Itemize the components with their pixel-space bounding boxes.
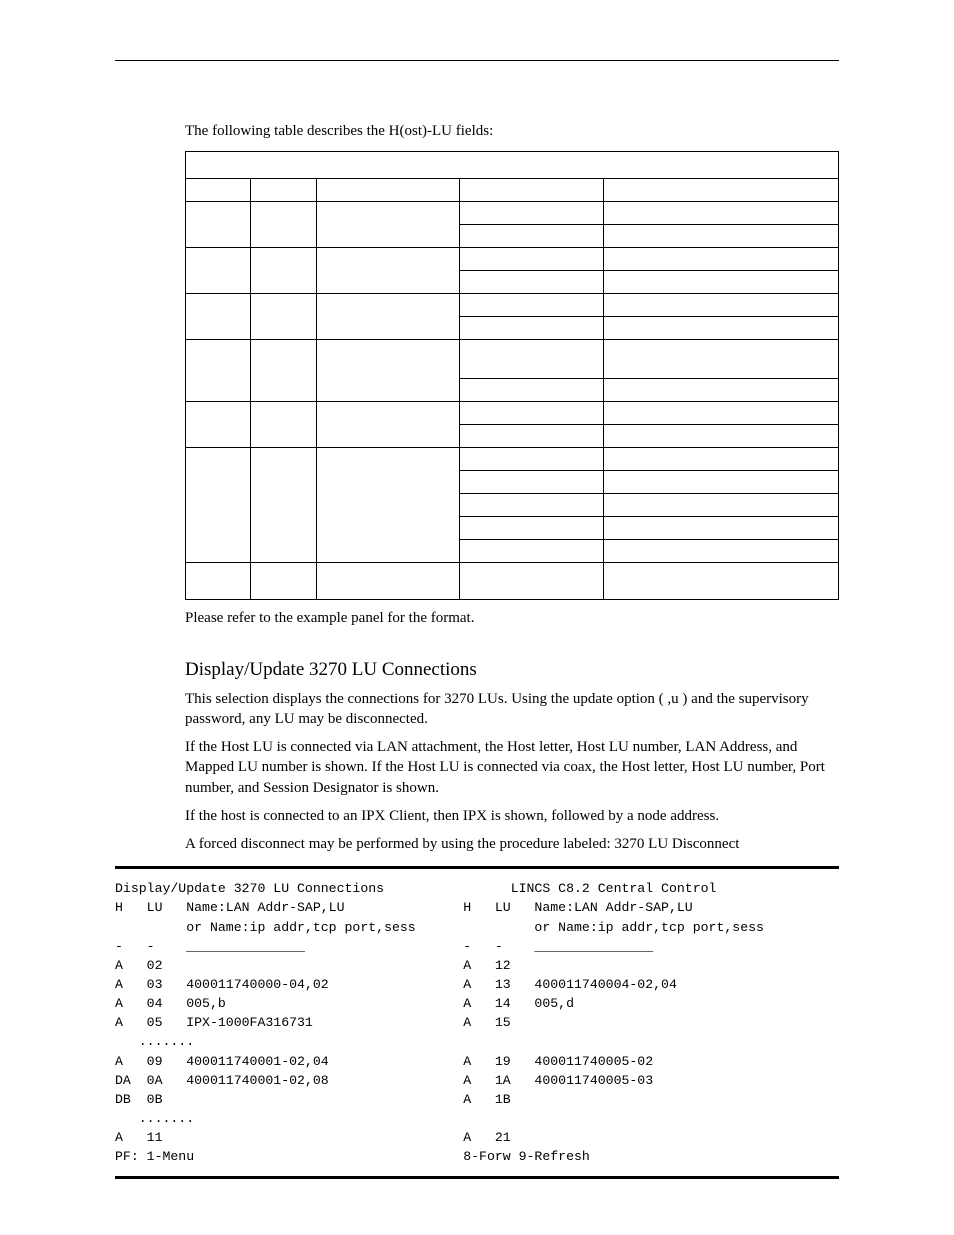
- table-cell: [603, 317, 838, 340]
- table-cell: [316, 294, 460, 340]
- table-cell: [251, 202, 316, 248]
- table-cell: [460, 494, 604, 517]
- description-paragraph: A forced disconnect may be performed by …: [185, 834, 839, 854]
- table-cell: [460, 471, 604, 494]
- fields-table: [185, 151, 839, 600]
- table-cell: [460, 340, 604, 379]
- table-cell: [603, 202, 838, 225]
- table-cell: [460, 179, 604, 202]
- description-paragraphs: This selection displays the connections …: [185, 689, 839, 855]
- table-cell: [316, 340, 460, 402]
- table-cell: [460, 317, 604, 340]
- table-cell: [603, 340, 838, 379]
- table-cell: [603, 225, 838, 248]
- table-cell: [603, 248, 838, 271]
- terminal-block: Display/Update 3270 LU Connections LINCS…: [115, 866, 839, 1179]
- table-cell: [603, 402, 838, 425]
- content-column: The following table describes the H(ost)…: [185, 121, 839, 1179]
- table-cell: [460, 271, 604, 294]
- table-cell: [316, 563, 460, 600]
- table-cell: [186, 563, 251, 600]
- description-paragraph: If the host is connected to an IPX Clien…: [185, 806, 839, 826]
- table-cell: [460, 248, 604, 271]
- table-cell: [603, 425, 838, 448]
- terminal-text: Display/Update 3270 LU Connections LINCS…: [115, 879, 839, 1166]
- table-cell: [460, 402, 604, 425]
- table-cell: [603, 179, 838, 202]
- table-cell: [251, 294, 316, 340]
- table-cell: [316, 402, 460, 448]
- table-cell: [603, 540, 838, 563]
- table-cell: [460, 563, 604, 600]
- page: The following table describes the H(ost)…: [0, 0, 954, 1235]
- table-cell: [603, 494, 838, 517]
- table-cell: [460, 225, 604, 248]
- table-cell: [316, 248, 460, 294]
- table-cell: [460, 517, 604, 540]
- intro-text: The following table describes the H(ost)…: [185, 121, 839, 141]
- table-cell: [603, 271, 838, 294]
- table-cell: [460, 379, 604, 402]
- top-rule: [115, 60, 839, 61]
- table-cell: [603, 517, 838, 540]
- table-cell: [251, 340, 316, 402]
- table-cell: [460, 202, 604, 225]
- table-cell: [460, 425, 604, 448]
- table-cell: [603, 294, 838, 317]
- table-cell: [186, 402, 251, 448]
- table-cell: [460, 448, 604, 471]
- table-cell: [186, 248, 251, 294]
- table-cell: [460, 294, 604, 317]
- table-cell: [186, 179, 251, 202]
- table-cell: [603, 471, 838, 494]
- table-cell: [251, 563, 316, 600]
- table-cell: [251, 402, 316, 448]
- table-header-row: [186, 152, 839, 179]
- section-heading: Display/Update 3270 LU Connections: [185, 659, 839, 681]
- table-cell: [316, 202, 460, 248]
- description-paragraph: This selection displays the connections …: [185, 689, 839, 730]
- table-cell: [251, 248, 316, 294]
- table-cell: [186, 340, 251, 402]
- table-cell: [186, 294, 251, 340]
- table-cell: [603, 563, 838, 600]
- table-cell: [603, 448, 838, 471]
- after-table-text: Please refer to the example panel for th…: [185, 608, 839, 628]
- table-cell: [316, 448, 460, 563]
- table-cell: [251, 448, 316, 563]
- table-cell: [186, 448, 251, 563]
- table-cell: [460, 540, 604, 563]
- description-paragraph: If the Host LU is connected via LAN atta…: [185, 737, 839, 798]
- table-cell: [603, 379, 838, 402]
- table-cell: [251, 179, 316, 202]
- table-cell: [316, 179, 460, 202]
- table-cell: [186, 202, 251, 248]
